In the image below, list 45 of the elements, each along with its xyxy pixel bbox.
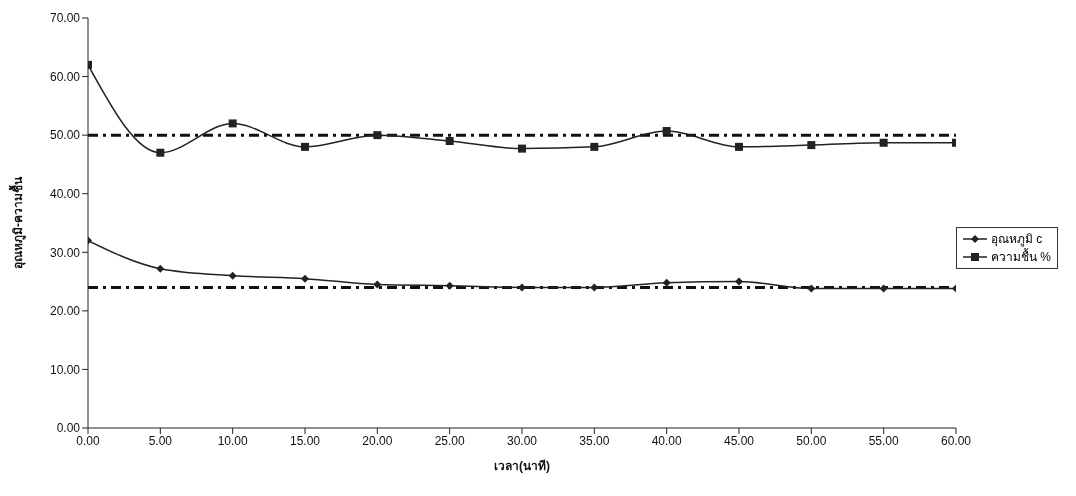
point (879, 284, 888, 293)
x-tick-label: 30.00 (506, 433, 538, 448)
point (807, 141, 816, 150)
point (807, 284, 816, 293)
y-tick-label: 30.00 (49, 245, 81, 260)
x-axis-title: เวลา(นาที) (493, 459, 550, 473)
point (156, 148, 165, 157)
y-axis-title: อุณหภูมิ-ความชื้น (8, 176, 27, 269)
y-tick-label: 60.00 (49, 69, 81, 84)
point (156, 264, 165, 273)
point (734, 142, 743, 151)
point (445, 281, 454, 290)
legend-label: อุณหภูมิ c (990, 231, 1043, 248)
point (662, 127, 671, 136)
x-tick-label: 5.00 (148, 433, 173, 448)
point (373, 280, 382, 289)
x-tick-label: 15.00 (289, 433, 321, 448)
y-tick-label: 0.00 (56, 421, 81, 436)
y-tick-label: 50.00 (49, 128, 81, 143)
y-tick-label: 40.00 (49, 186, 81, 201)
point (228, 119, 237, 128)
x-tick-label: 35.00 (579, 433, 610, 448)
x-tick-label: 60.00 (940, 433, 972, 448)
point (445, 137, 454, 145)
x-tick-label: 10.00 (217, 433, 248, 448)
x-tick-label: 45.00 (723, 433, 755, 448)
point (301, 142, 309, 151)
point (517, 144, 526, 153)
point (590, 142, 599, 151)
y-tick-label: 70.00 (49, 11, 81, 26)
point (373, 131, 382, 140)
x-tick-label: 20.00 (362, 433, 393, 448)
x-tick-label: 25.00 (434, 433, 465, 448)
point (879, 138, 888, 147)
point (228, 271, 237, 280)
x-tick-label: 40.00 (651, 433, 682, 448)
y-tick-label: 10.00 (49, 362, 81, 377)
point (662, 278, 671, 287)
y-tick-label: 20.00 (49, 304, 81, 319)
legend-label: ความชื้น % (990, 248, 1051, 266)
point (734, 277, 743, 286)
x-tick-label: 55.00 (868, 433, 899, 448)
point (301, 274, 309, 283)
x-tick-label: 50.00 (796, 433, 827, 448)
x-tick-label: 0.00 (76, 433, 100, 448)
